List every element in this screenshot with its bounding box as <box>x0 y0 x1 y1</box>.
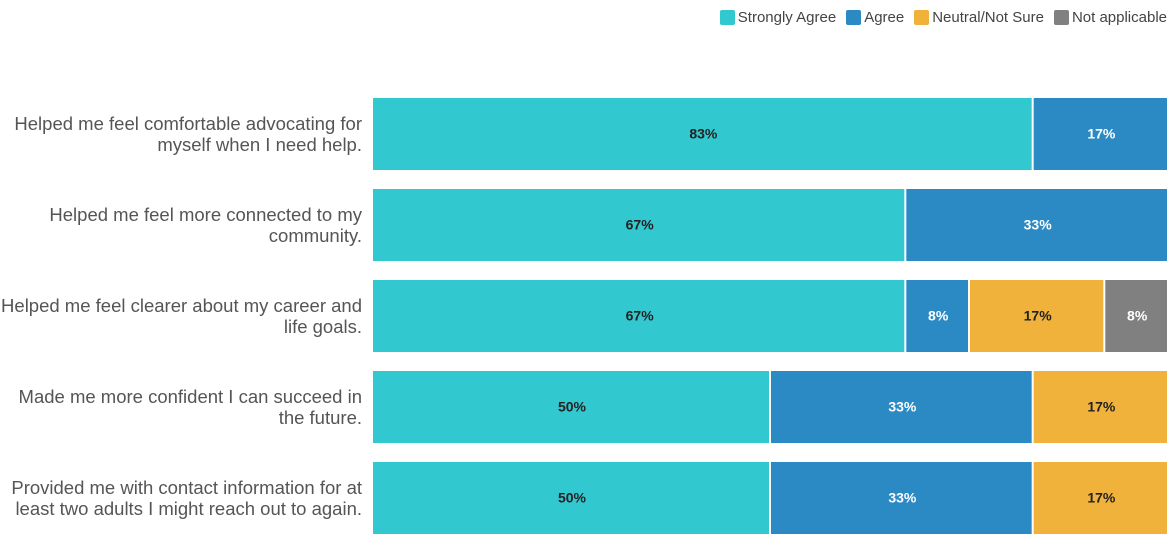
legend-swatch <box>914 10 930 25</box>
value-label: 8% <box>928 308 949 324</box>
category-label: Helped me feel more connected to my comm… <box>49 204 362 246</box>
legend-swatch <box>846 10 862 25</box>
value-label: 50% <box>558 399 587 415</box>
category-label: Provided me with contact information for… <box>11 477 362 519</box>
category-label: Helped me feel comfortable advocating fo… <box>14 113 362 155</box>
legend-item: Strongly Agree <box>719 9 837 26</box>
bar-segment <box>906 189 1167 261</box>
bar-segment <box>373 98 1032 170</box>
bar-segment <box>373 280 905 352</box>
value-label: 67% <box>626 308 655 324</box>
bar-segment <box>373 462 769 534</box>
legend-swatch <box>1053 10 1069 25</box>
bar-segment <box>771 371 1032 443</box>
value-label: 17% <box>1024 308 1053 324</box>
legend-item: Agree <box>846 9 904 26</box>
legend-item: Neutral/Not Sure <box>914 9 1044 26</box>
legend-label: Strongly Agree <box>737 9 837 26</box>
value-label: 8% <box>1127 308 1148 324</box>
value-label: 17% <box>1087 399 1116 415</box>
bar-segment <box>1033 462 1167 534</box>
bar-segment <box>906 280 968 352</box>
bar-segment <box>970 280 1104 352</box>
bar-segment <box>373 189 905 261</box>
bar-segment <box>771 462 1032 534</box>
value-label: 17% <box>1087 126 1116 142</box>
bar-segment <box>1033 98 1167 170</box>
legend-label: Not applicable <box>1071 9 1167 26</box>
value-label: 50% <box>558 490 587 506</box>
legend-label: Neutral/Not Sure <box>932 9 1044 26</box>
value-label: 67% <box>626 217 655 233</box>
value-label: 33% <box>1024 217 1053 233</box>
bar-segment <box>1105 280 1167 352</box>
category-label: Made me more confident I can succeed in … <box>18 386 362 428</box>
bar-segment <box>373 371 769 443</box>
category-label: Helped me feel clearer about my career a… <box>1 295 362 337</box>
value-label: 17% <box>1087 490 1116 506</box>
value-label: 83% <box>689 126 718 142</box>
value-label: 33% <box>888 490 917 506</box>
legend-swatch <box>719 10 735 25</box>
legend-item: Not applicable <box>1053 9 1167 26</box>
legend: Strongly Agree Agree Neutral/Not Sure Not a… <box>719 9 1167 26</box>
bar-segment <box>1033 371 1167 443</box>
value-label: 33% <box>888 399 917 415</box>
legend-label: Agree <box>864 9 905 26</box>
